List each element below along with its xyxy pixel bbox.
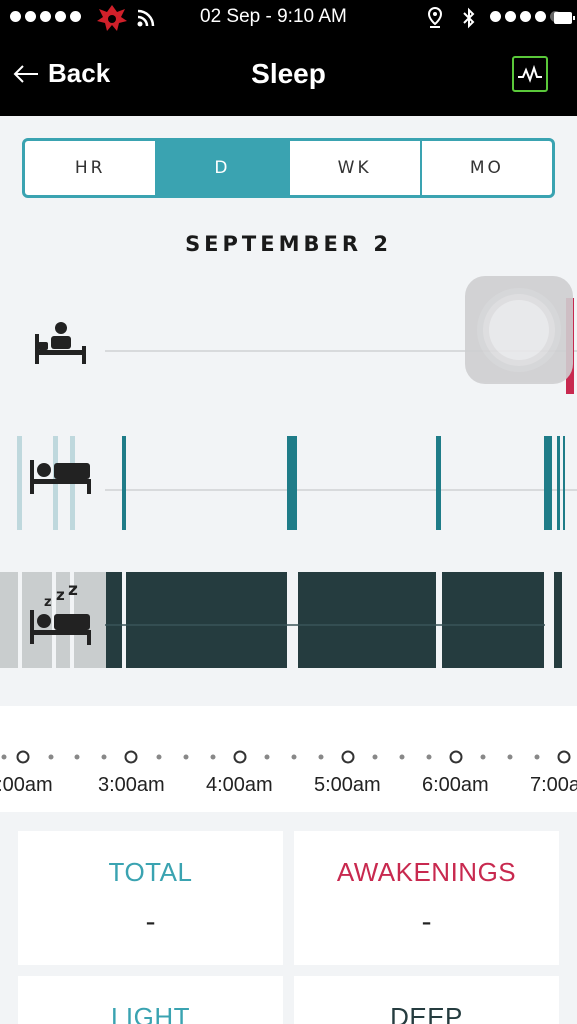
tab-week[interactable]: WK	[290, 141, 422, 195]
svg-text:z: z	[56, 586, 65, 604]
light-bar	[122, 436, 126, 530]
deep-bar	[126, 572, 287, 668]
total-value: -	[145, 905, 156, 938]
date-heading: SEPTEMBER 2	[185, 232, 392, 256]
deep-card[interactable]: DEEP	[294, 976, 559, 1024]
wifi-icon	[137, 9, 155, 27]
time-label: 2:00am	[0, 774, 53, 796]
light-card[interactable]: LIGHT	[18, 976, 283, 1024]
light-bar	[436, 436, 441, 530]
deep-bar	[442, 572, 544, 668]
back-button[interactable]: Back	[12, 58, 110, 89]
light-sleep-icon	[30, 460, 91, 494]
battery-icon	[554, 12, 575, 24]
awakenings-card[interactable]: AWAKENINGS -	[294, 831, 559, 965]
light-bar	[544, 436, 552, 530]
signal-strength	[10, 11, 81, 22]
light-bar	[557, 436, 560, 530]
nav-bar: Back Sleep	[0, 36, 577, 116]
time-label: 4:00am	[206, 774, 273, 796]
deep-bar	[554, 572, 562, 668]
back-label: Back	[48, 58, 111, 88]
deep-bar	[298, 572, 436, 668]
svg-text:z: z	[44, 595, 52, 610]
deep-sleep-icon: z z z	[30, 580, 91, 645]
light-label: LIGHT	[110, 1002, 191, 1024]
light-bar	[287, 436, 297, 530]
chart-icon	[518, 65, 542, 83]
back-arrow-icon	[13, 64, 38, 83]
assistive-touch-button[interactable]	[465, 276, 573, 384]
time-label: 3:00am	[98, 774, 165, 796]
period-tabs: HR D WK MO	[22, 138, 555, 198]
time-axis-ticks	[1, 750, 571, 764]
status-time: 02 Sep - 9:10 AM	[200, 6, 347, 27]
deep-sleep-bars	[106, 572, 562, 668]
tab-hr[interactable]: HR	[25, 141, 158, 195]
time-label: 5:00am	[314, 774, 381, 796]
battery-level-dots	[490, 11, 561, 22]
tab-month[interactable]: MO	[469, 158, 504, 178]
light-bar	[563, 436, 565, 530]
light-sleep-bars	[122, 436, 565, 530]
team-valor-icon	[97, 5, 127, 31]
awake-in-bed-icon	[35, 322, 86, 364]
awakenings-label: AWAKENINGS	[336, 857, 517, 887]
chart-view-button[interactable]	[512, 56, 548, 92]
status-bar: 02 Sep - 9:10 AM	[0, 0, 577, 36]
deep-bar	[106, 572, 122, 668]
time-axis: 2:00am 3:00am 4:00am 5:00am 6:00am 7:00a…	[0, 706, 577, 812]
svg-text:z: z	[68, 580, 78, 600]
time-label: 7:00am	[530, 774, 577, 796]
location-icon	[427, 7, 443, 28]
bluetooth-icon	[463, 7, 475, 29]
deep-label: DEEP	[390, 1002, 463, 1024]
deep-row-faded-bars	[0, 572, 106, 668]
total-card[interactable]: TOTAL -	[18, 831, 283, 965]
time-label: 6:00am	[422, 774, 489, 796]
total-label: TOTAL	[108, 857, 193, 887]
sleep-chart: z z z	[0, 270, 577, 700]
tab-day[interactable]: D	[157, 141, 290, 195]
awakenings-value: -	[421, 905, 432, 938]
page-title: Sleep	[251, 58, 326, 89]
